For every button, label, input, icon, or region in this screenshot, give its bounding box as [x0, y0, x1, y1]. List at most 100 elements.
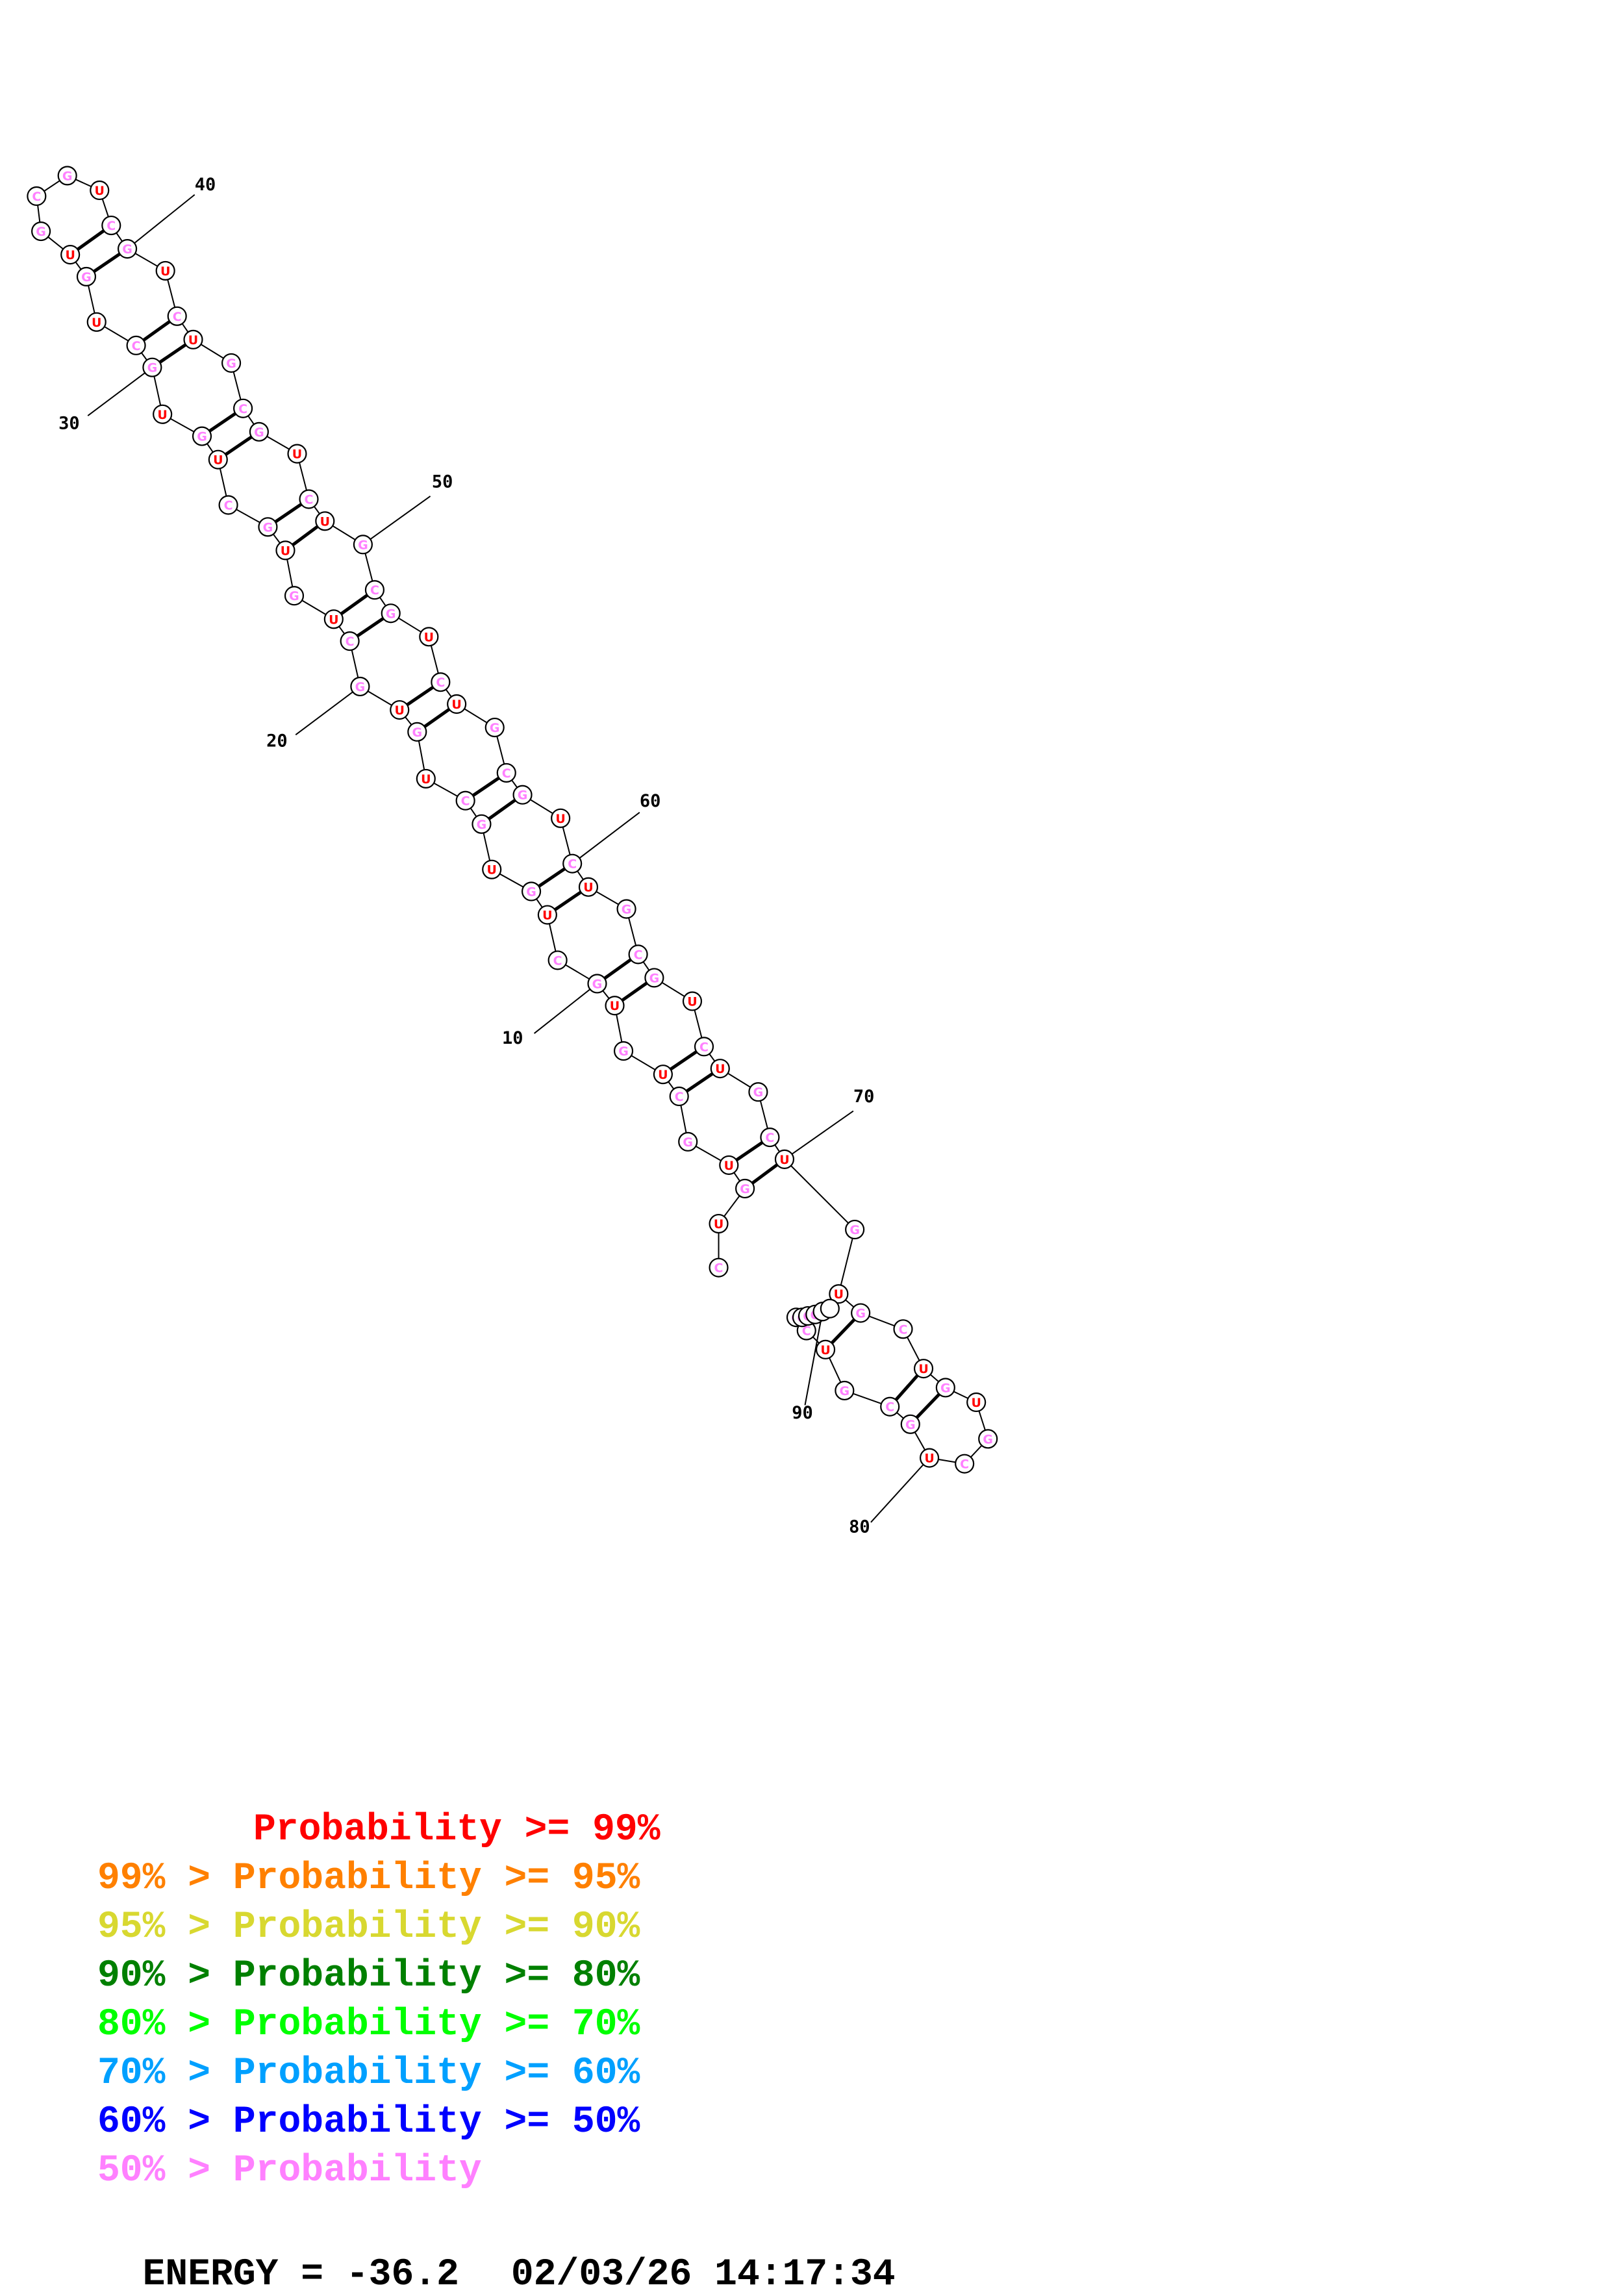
- nucleotide: U: [323, 609, 344, 629]
- nucleotide-circle: [27, 186, 47, 207]
- nucleotide: U: [287, 444, 307, 464]
- position-label: 70: [853, 1087, 875, 1107]
- nucleotide-circle: [935, 1378, 955, 1398]
- nucleotide-letter: U: [188, 333, 198, 347]
- nucleotide: U: [60, 245, 81, 265]
- nucleotide: C: [126, 335, 146, 355]
- nucleotide: G: [31, 221, 51, 242]
- legend-prefix: 90% >: [97, 1955, 233, 1997]
- backbone-link: [784, 1159, 855, 1230]
- nucleotide-letter: G: [618, 1044, 629, 1059]
- nucleotide: U: [919, 1448, 940, 1468]
- nucleotide: C: [364, 580, 385, 600]
- nucleotide-circle: [774, 1149, 795, 1169]
- legend-prefix: 60% >: [97, 2101, 233, 2143]
- nucleotide-circle: [482, 859, 502, 879]
- nucleotide: C: [893, 1319, 913, 1339]
- nucleotide: U: [419, 627, 439, 647]
- nucleotide-circle: [880, 1396, 900, 1417]
- nucleotide-letter: G: [226, 357, 236, 371]
- nucleotide-letter: G: [649, 971, 660, 985]
- nucleotide-letter: G: [849, 1223, 860, 1237]
- nucleotide-circle: [167, 306, 187, 326]
- nucleotide-letter: U: [687, 994, 697, 1009]
- nucleotide: U: [90, 180, 110, 201]
- nucleotide-circle: [340, 631, 360, 651]
- nucleotide-circle: [551, 808, 571, 828]
- legend-text: Probability: [233, 2150, 482, 2192]
- nucleotide-circle: [353, 535, 373, 555]
- nucleotide-circle: [431, 672, 451, 692]
- nucleotide-circle: [249, 422, 269, 442]
- position-label: 40: [195, 175, 216, 195]
- nucleotide-circle: [315, 511, 335, 531]
- nucleotide-circle: [694, 1037, 714, 1057]
- legend-prefix: 50% >: [97, 2150, 233, 2192]
- nucleotide-circle: [90, 180, 110, 201]
- nucleotide-circle: [153, 404, 173, 424]
- nucleotide-letter: G: [622, 903, 632, 917]
- legend-text: Probability >= 80%: [233, 1955, 640, 1997]
- nucleotide-circle: [893, 1319, 913, 1339]
- nucleotide-letter: G: [940, 1381, 951, 1395]
- position-label: 10: [502, 1028, 523, 1048]
- position-label: 50: [432, 472, 453, 492]
- nucleotide-letter: U: [157, 408, 167, 422]
- nucleotide-circle: [820, 1298, 840, 1318]
- nucleotide: G: [472, 814, 492, 834]
- nucleotide-circle: [669, 1086, 689, 1107]
- nucleotide-letter: G: [683, 1135, 693, 1150]
- nucleotide-circle: [547, 950, 568, 970]
- nucleotide-letter: C: [132, 339, 141, 353]
- nucleotide: U: [605, 996, 625, 1016]
- nucleotide: C: [669, 1086, 689, 1107]
- nucleotide-circle: [682, 991, 703, 1011]
- nucleotide-letter: U: [281, 544, 290, 558]
- nucleotide-letter: U: [95, 184, 105, 198]
- nucleotide-circle: [57, 166, 77, 186]
- nucleotide-letter: C: [675, 1090, 684, 1104]
- nucleotide-circle: [472, 814, 492, 834]
- nucleotide-letter: C: [173, 310, 182, 324]
- nucleotide: G: [735, 1178, 755, 1199]
- nucleotide: C: [299, 489, 319, 509]
- nucleotide-letter: G: [855, 1307, 866, 1321]
- nucleotide-letter: U: [714, 1217, 723, 1231]
- nucleotide: U: [275, 540, 296, 561]
- nucleotide-letter: U: [292, 448, 302, 462]
- legend-row-7: 60% > Probability >= 50%: [97, 2101, 640, 2143]
- nucleotide-circle: [735, 1178, 755, 1199]
- nucleotide: G: [57, 166, 77, 186]
- nucleotide: G: [192, 426, 212, 446]
- nucleotide-letter: C: [107, 219, 116, 233]
- nucleotide-circle: [644, 968, 664, 988]
- nucleotide-letter: U: [658, 1068, 668, 1082]
- nucleotide-circle: [851, 1303, 871, 1323]
- nucleotide-circle: [678, 1131, 698, 1152]
- nucleotide-circle: [31, 221, 51, 242]
- position-label: 60: [640, 791, 661, 811]
- nucleotide: U: [416, 768, 436, 789]
- nucleotide: G: [613, 1041, 634, 1061]
- position-tick-line: [295, 686, 360, 736]
- nucleotide: G: [221, 353, 242, 373]
- nucleotide-circle: [419, 627, 439, 647]
- energy-footer: ENERGY = -36.2 02/03/26 14:17:34: [97, 2212, 896, 2296]
- nucleotide: C: [709, 1257, 729, 1278]
- nucleotide: U: [183, 329, 203, 349]
- nucleotide: C: [496, 763, 516, 783]
- nucleotide: C: [796, 1320, 816, 1341]
- nucleotide: C: [880, 1396, 900, 1417]
- nucleotide-circle: [416, 768, 436, 789]
- nucleotide-letter: U: [610, 999, 620, 1013]
- nucleotide-letter: G: [36, 225, 46, 239]
- nucleotide-circle: [484, 717, 505, 738]
- nucleotide-letter: U: [918, 1362, 928, 1376]
- nucleotide-letter: G: [518, 788, 528, 803]
- nucleotide-letter: C: [765, 1131, 774, 1145]
- nucleotide: U: [315, 511, 335, 531]
- nucleotide-circle: [76, 266, 97, 287]
- nucleotide-circle: [966, 1392, 987, 1413]
- nucleotide-letter: G: [254, 425, 264, 440]
- nucleotide-letter: C: [634, 948, 643, 962]
